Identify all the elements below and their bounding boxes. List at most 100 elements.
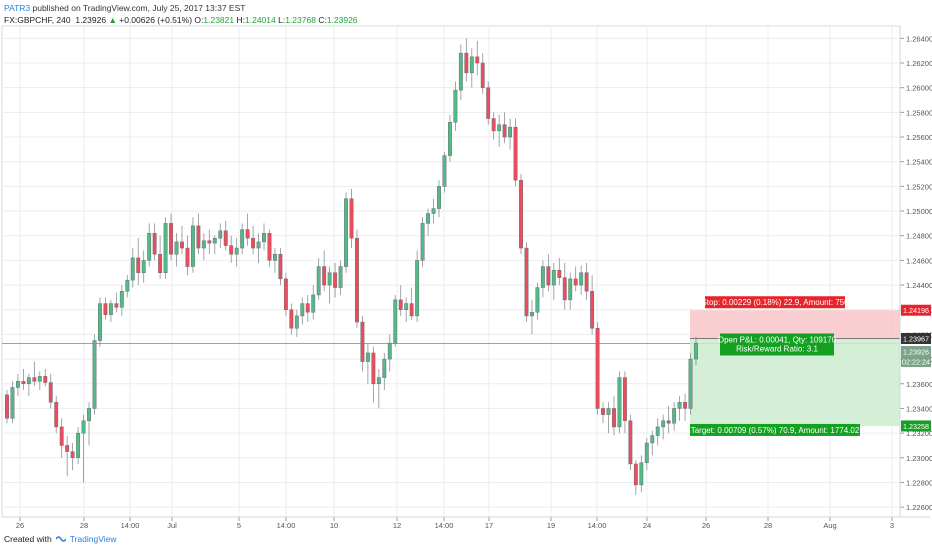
candle-body: [360, 321, 365, 362]
x-tick-label: 14:00: [121, 521, 140, 530]
price-badge-bg: [901, 420, 931, 432]
candle-body: [180, 241, 184, 249]
candle-body: [519, 179, 523, 249]
x-tick-label: 26: [702, 521, 710, 530]
created-with-text: Created with: [4, 534, 52, 544]
candle-body: [26, 377, 31, 385]
candle-body: [655, 426, 660, 436]
candle-body: [365, 352, 370, 362]
candle-body: [59, 426, 64, 446]
price-badge-bg: [901, 346, 931, 358]
candle-body: [65, 445, 70, 452]
candle-body: [557, 270, 562, 278]
candle-body: [355, 237, 359, 323]
tradingview-brand-link[interactable]: TradingView: [69, 534, 117, 544]
candle-body: [322, 266, 327, 286]
candle-body: [87, 408, 91, 422]
tradingview-logo-icon: [55, 536, 66, 542]
x-tick-label: 14:00: [588, 521, 607, 530]
candle-body: [125, 279, 130, 292]
candle-body: [218, 230, 223, 239]
candle-body: [530, 311, 534, 317]
candle-body: [54, 402, 59, 428]
candle-body: [540, 266, 545, 288]
x-tick-label: 14:00: [435, 521, 454, 530]
candle-body: [677, 402, 682, 409]
candle-body: [508, 126, 513, 138]
price-badge: 1.23967: [901, 332, 931, 344]
stop-label: Stop: 0.00229 (0.18%) 22.9, Amount: 750: [701, 296, 849, 309]
candle-body: [606, 408, 611, 415]
price-badge: 1.24196: [901, 304, 931, 316]
candle-body: [447, 121, 452, 156]
y-tick-label: 1.26400: [906, 34, 932, 43]
candle-body: [272, 253, 277, 261]
stop-label-text: Stop: 0.00229 (0.18%) 22.9, Amount: 750: [701, 298, 849, 307]
candle-body: [245, 229, 250, 239]
candle-body: [37, 376, 42, 382]
candle-body: [108, 303, 113, 315]
candle-body: [382, 358, 387, 378]
y-tick-label: 1.26000: [906, 84, 932, 93]
candle-body: [426, 213, 431, 224]
candle-body: [174, 241, 179, 255]
x-tick-label: 17: [485, 521, 493, 530]
candle-body: [617, 377, 622, 428]
candle-body: [76, 432, 81, 459]
candle-body: [141, 260, 146, 273]
x-tick-label: 28: [764, 521, 772, 530]
candle-body: [158, 253, 163, 273]
close-label: C:: [318, 15, 327, 25]
candle-body: [48, 382, 53, 403]
candle-body: [223, 230, 228, 246]
candle-body: [32, 377, 37, 382]
candle-body: [633, 463, 638, 486]
candle-body: [562, 277, 567, 301]
price-badge: 02:22:24: [901, 356, 931, 368]
price-change: +0.00626 (+0.51%): [119, 15, 193, 25]
candle-body: [169, 223, 173, 255]
candle-body: [234, 247, 239, 255]
x-tick-label: 28: [80, 521, 88, 530]
candle-body: [546, 266, 551, 286]
candle-body: [136, 257, 141, 273]
price-badge: 1.23926: [901, 346, 931, 358]
candle-body: [404, 303, 409, 310]
candle-body: [267, 233, 272, 261]
candle-body: [458, 52, 463, 91]
y-tick-label: 1.23400: [906, 404, 932, 413]
candle-body: [480, 62, 485, 88]
candle-body: [212, 237, 217, 244]
price-badge-text: 1.24196: [903, 306, 929, 315]
price-chart[interactable]: 1.26400 1.26200 1.26000 1.25800 1.25600 1.254…: [0, 0, 932, 530]
candle-body: [196, 225, 201, 249]
candle-body: [130, 257, 135, 281]
candle-body: [185, 247, 190, 267]
candle-body: [114, 303, 119, 308]
candle-body: [694, 342, 698, 360]
candle-body: [491, 118, 496, 132]
candle-body: [190, 225, 195, 267]
y-tick-label: 1.24600: [906, 256, 932, 265]
position-zones: [690, 310, 900, 426]
x-tick-label: 3: [890, 521, 894, 530]
x-tick-label: 5: [237, 521, 241, 530]
candle-body: [371, 352, 376, 385]
y-tick-label: 1.23600: [906, 380, 932, 389]
candle-body: [590, 290, 595, 329]
candle-body: [393, 299, 398, 344]
candle-body: [398, 299, 403, 310]
candle-body: [147, 233, 152, 261]
candle-body: [240, 229, 245, 249]
candle-body: [201, 240, 206, 249]
candle-body: [497, 124, 502, 132]
candle-body: [387, 342, 392, 360]
price-badge-text: 1.23926: [903, 348, 929, 357]
candle-body: [251, 237, 256, 249]
candle-body: [229, 245, 234, 255]
author-link[interactable]: PATR3: [4, 3, 31, 13]
pnl-label-bg: [720, 333, 834, 356]
candle-body: [376, 377, 381, 385]
candle-body: [502, 124, 507, 138]
candle-body: [639, 462, 644, 486]
